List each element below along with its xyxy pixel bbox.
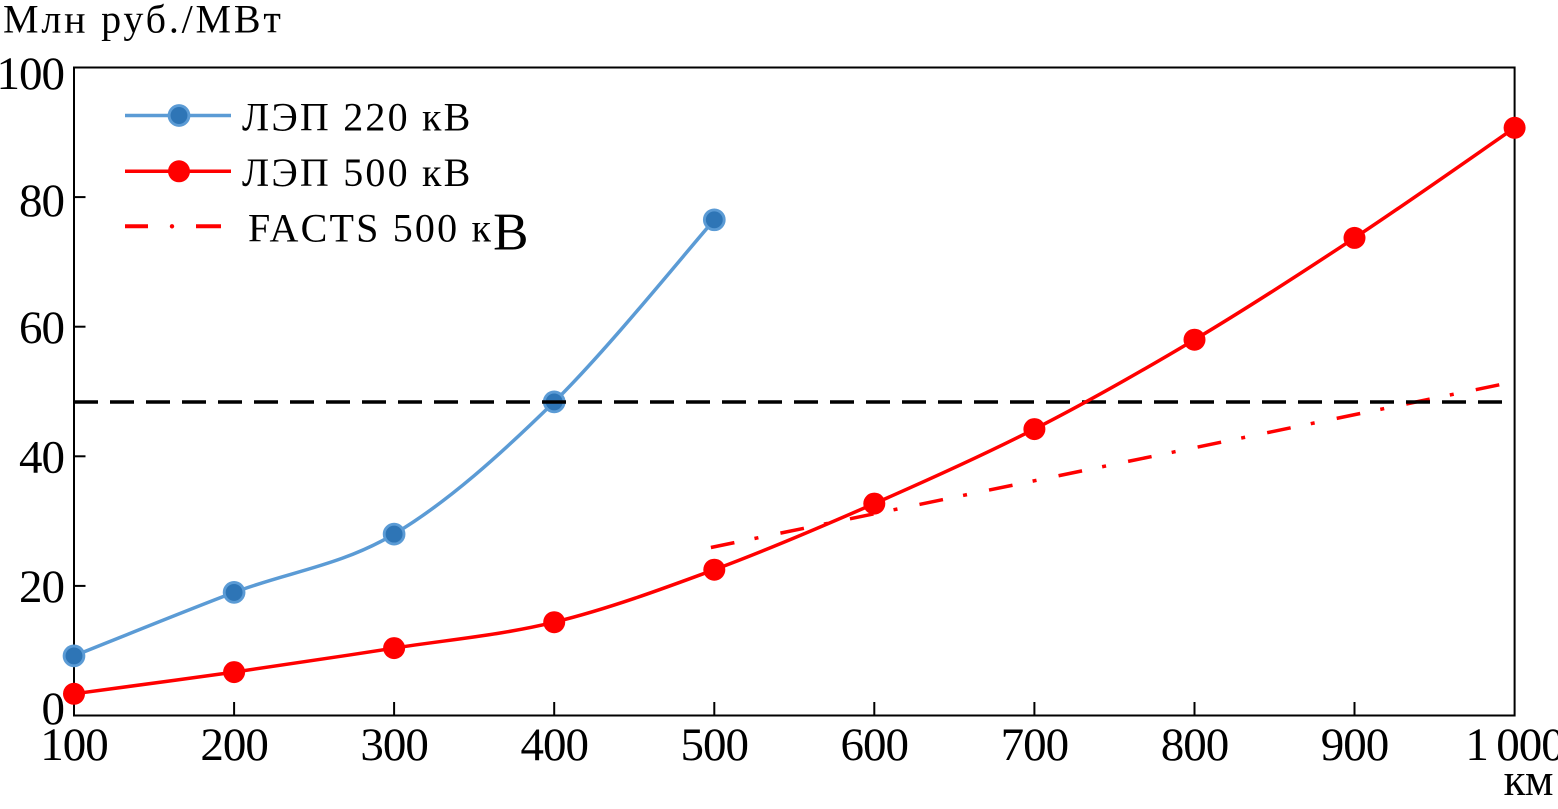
svg-text:200: 200 (200, 719, 268, 771)
svg-text:40: 40 (19, 432, 64, 484)
svg-text:ЛЭП 500 кВ: ЛЭП 500 кВ (242, 150, 473, 195)
svg-text:900: 900 (1321, 719, 1389, 771)
svg-text:Млн руб./МВт: Млн руб./МВт (3, 0, 284, 42)
svg-text:1 000: 1 000 (1465, 719, 1558, 771)
svg-text:700: 700 (1001, 719, 1069, 771)
svg-text:300: 300 (360, 719, 428, 771)
svg-text:0: 0 (42, 683, 65, 735)
svg-text:800: 800 (1161, 719, 1229, 771)
svg-text:600: 600 (841, 719, 909, 771)
svg-text:ЛЭП 220 кВ: ЛЭП 220 кВ (242, 94, 473, 139)
svg-text:80: 80 (19, 175, 64, 227)
svg-text:100: 100 (40, 719, 108, 771)
svg-text:500: 500 (681, 719, 749, 771)
svg-text:60: 60 (19, 302, 64, 354)
svg-text:400: 400 (520, 719, 588, 771)
svg-text:FACTS 500 кВ: FACTS 500 кВ (248, 204, 531, 262)
svg-text:100: 100 (0, 48, 64, 100)
svg-text:км: км (1504, 755, 1553, 805)
svg-text:20: 20 (19, 561, 64, 613)
